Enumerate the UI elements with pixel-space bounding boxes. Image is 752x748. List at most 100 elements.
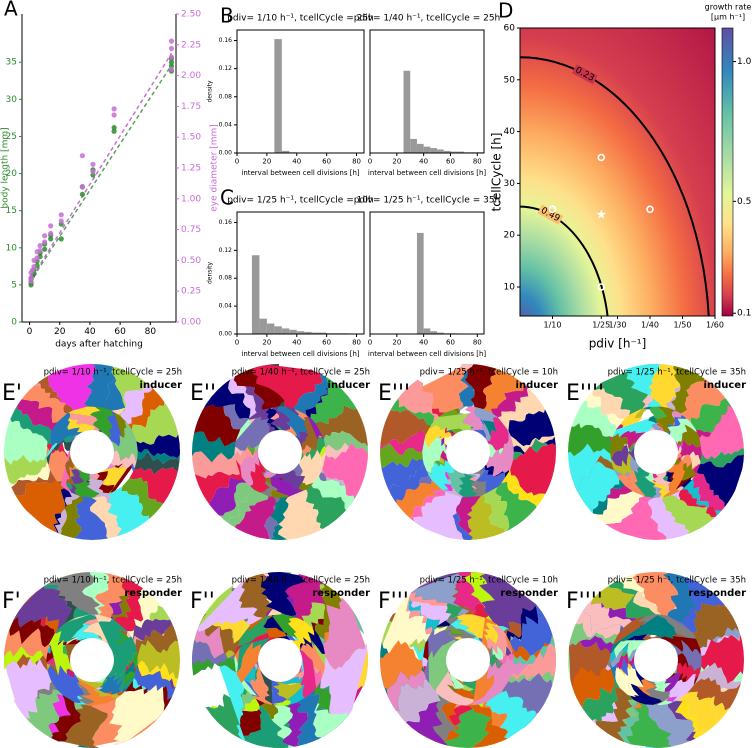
- y-tick-label: 10: [6, 243, 18, 253]
- y-tick-label: 0.04: [219, 121, 233, 128]
- clone-patch: [380, 591, 431, 661]
- clone-patch: [266, 497, 293, 540]
- clone-patch: [131, 602, 175, 640]
- y-axis-label: density: [207, 262, 214, 284]
- clone-patch: [414, 640, 459, 692]
- data-point: [111, 112, 117, 118]
- disc-hole: [258, 638, 302, 682]
- panel-title: pdiv= 1/25 h⁻¹, tcellCycle = 10h: [420, 368, 558, 378]
- clone-patch: [12, 480, 66, 537]
- colorbar-tick-label: 0.1: [737, 309, 751, 319]
- bar: [281, 328, 290, 334]
- heatmap: 0.230.49: [520, 28, 715, 316]
- clone-patch: [125, 680, 179, 713]
- clone-patch: [508, 408, 556, 447]
- clone-patch: [686, 677, 744, 711]
- x-tick-label: 40: [419, 158, 428, 166]
- bar: [251, 255, 260, 334]
- panel-role: responder: [312, 588, 370, 599]
- y-tick-label: 60: [504, 24, 516, 34]
- y-tick-label: 1.75: [181, 102, 201, 112]
- clone-patch: [510, 644, 556, 681]
- disc-hole: [446, 430, 490, 474]
- y-tick-label: 15: [6, 206, 17, 216]
- x-tick-label: 60: [446, 158, 455, 166]
- clone-patch: [236, 467, 289, 507]
- clone-patch: [4, 454, 48, 487]
- data-point: [58, 236, 64, 242]
- bar: [304, 331, 312, 334]
- data-point: [58, 212, 64, 218]
- clone-patch: [192, 572, 263, 634]
- bar: [289, 329, 297, 334]
- clone-patch: [4, 417, 48, 465]
- y-tick-label: 2.25: [181, 40, 201, 50]
- bar: [266, 323, 275, 334]
- clone-patch: [385, 396, 435, 426]
- clone-patch: [409, 489, 446, 524]
- clone-patch: [296, 693, 331, 748]
- y-tick-label: 0.12: [219, 65, 233, 72]
- colorbar-label: growth rate: [705, 3, 752, 12]
- sample-point: [646, 205, 654, 214]
- clone-patch: [263, 607, 327, 693]
- y-tick-label: 0.04: [219, 303, 233, 310]
- clone-patch: [380, 443, 423, 472]
- clone-patch: [200, 613, 247, 746]
- data-point: [168, 66, 175, 73]
- clone-patch: [137, 449, 180, 468]
- x-axis-label: days after hatching: [55, 340, 143, 350]
- sample-point: [597, 283, 606, 291]
- clone-patch: [41, 572, 101, 615]
- panel-label: A: [4, 0, 18, 21]
- data-point: [28, 275, 34, 281]
- clone-patch: [72, 496, 110, 540]
- x-tick-label: 40: [292, 339, 301, 347]
- clone-patch: [602, 454, 646, 505]
- x-tick-label: 80: [145, 327, 157, 337]
- clone-patch: [478, 464, 517, 488]
- clone-patch: [292, 371, 339, 415]
- x-tick-label: 1/25: [592, 321, 610, 330]
- clone-patch: [9, 578, 72, 631]
- panel-label: D: [498, 0, 513, 23]
- panel-label: F'''': [566, 589, 603, 614]
- data-point: [42, 246, 48, 252]
- colorbar-tick-label: 1.0: [737, 57, 752, 67]
- clone-patch: [403, 588, 433, 635]
- panel-role: inducer: [516, 380, 559, 391]
- clone-disc: [192, 364, 368, 540]
- clone-patch: [46, 694, 72, 741]
- y-tick-label: 0.00: [219, 331, 233, 338]
- subplot-title: pdiv= 1/25 h⁻¹, tcellCycle = 10h: [227, 196, 374, 206]
- data-point: [111, 124, 117, 131]
- clone-patch: [511, 630, 556, 662]
- clone-patch: [617, 699, 640, 747]
- data-point: [111, 128, 117, 134]
- bar: [450, 151, 458, 153]
- clone-patch: [457, 364, 476, 407]
- panel-role: responder: [500, 588, 558, 599]
- x-axis-label: interval between cell divisions [h]: [368, 169, 487, 177]
- panel-title: pdiv= 1/40 h⁻¹, tcellCycle = 25h: [232, 576, 370, 586]
- clone-patch: [128, 381, 167, 430]
- clone-patch: [662, 495, 719, 540]
- clone-patch: [264, 497, 281, 540]
- y-tick-label: 20: [504, 231, 516, 241]
- bar: [259, 318, 267, 334]
- y-tick-label: 0: [11, 318, 17, 328]
- bar: [274, 326, 282, 334]
- axis-frame: [236, 211, 365, 335]
- clone-patch: [4, 650, 51, 719]
- clone-patch: [101, 667, 139, 698]
- y-tick-label: 1.25: [181, 164, 201, 174]
- clone-patch: [54, 496, 84, 540]
- clone-patch: [136, 433, 180, 459]
- data-point: [79, 191, 85, 197]
- clone-patch: [468, 704, 509, 748]
- panel-role: responder: [688, 588, 746, 599]
- x-tick-label: 40: [84, 327, 96, 337]
- clone-patch: [510, 435, 556, 455]
- clone-patch: [467, 465, 496, 507]
- data-point: [79, 153, 85, 159]
